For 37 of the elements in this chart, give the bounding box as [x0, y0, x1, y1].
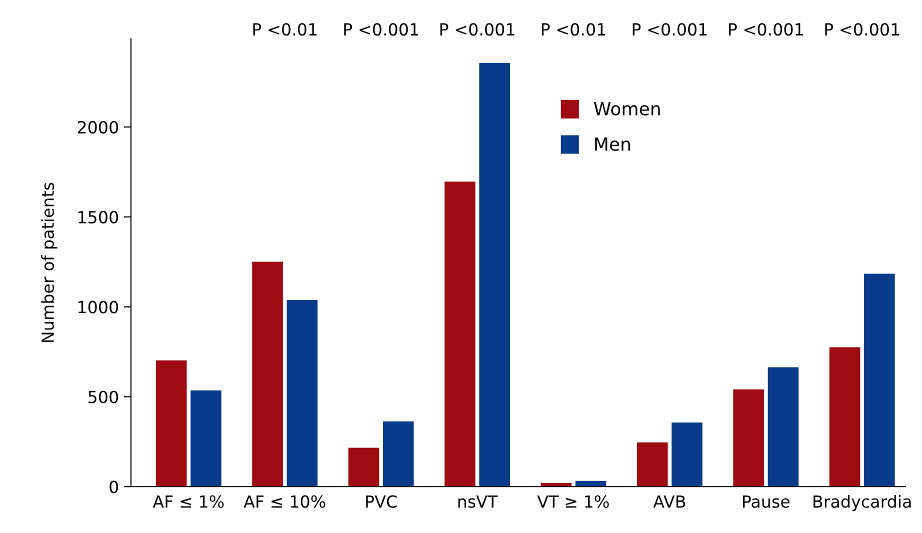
bar — [348, 448, 380, 487]
bar — [864, 274, 895, 487]
x-tick-label: AF ≤ 1% — [152, 495, 224, 508]
y-tick-label: 500 — [88, 390, 118, 404]
bar — [252, 262, 283, 487]
text: P <0.01 — [253, 23, 317, 36]
bar — [382, 421, 414, 487]
x-tick-label: PVC — [366, 495, 397, 508]
bar — [286, 300, 318, 487]
legend-label: Women — [594, 102, 660, 116]
text: P <0.001 — [632, 23, 707, 36]
bar — [636, 442, 668, 487]
text: P <0.001 — [344, 23, 418, 36]
bar — [444, 182, 476, 487]
y-tick-label: 2000 — [78, 120, 118, 134]
x-tick-label: Pause — [743, 495, 790, 508]
x-tick-label: Bradycardia — [814, 494, 911, 512]
x-tick-label: VT ≥ 1% — [537, 495, 609, 508]
bar — [479, 62, 510, 487]
bar — [156, 360, 187, 487]
bar — [768, 367, 799, 487]
x-tick-label: AVB — [653, 495, 686, 508]
y-tick-label: 1500 — [78, 210, 118, 224]
x-tick-label: nsVT — [458, 495, 498, 508]
y-tick-label: 0 — [110, 480, 118, 494]
text: P <0.01 — [542, 23, 606, 36]
bar — [672, 422, 702, 487]
bar — [829, 347, 860, 487]
y-axis-title: Number of patients — [41, 182, 58, 342]
legend-label: Men — [595, 137, 630, 151]
x-tick-label: AF ≤ 10% — [244, 495, 326, 508]
bar — [733, 389, 764, 487]
bar — [190, 390, 222, 487]
y-tick-label: 1000 — [78, 300, 118, 314]
text: P <0.001 — [825, 23, 900, 36]
text: P <0.001 — [440, 23, 514, 36]
text: P <0.001 — [729, 23, 803, 36]
